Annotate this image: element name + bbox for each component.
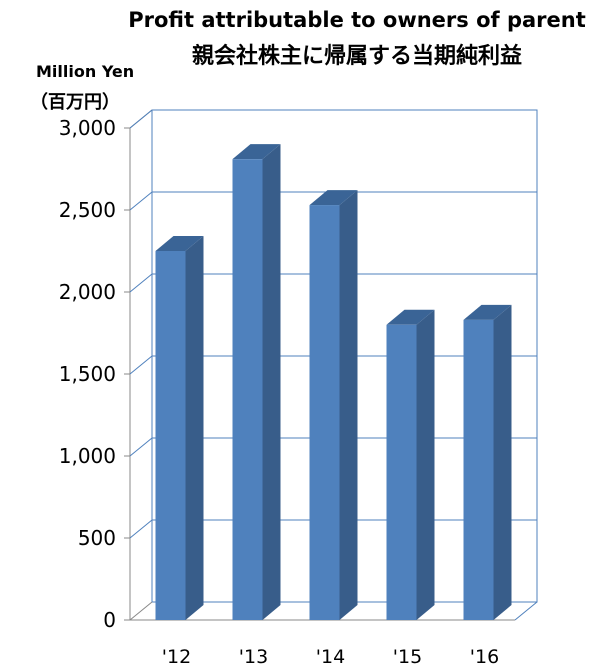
- bar: [232, 159, 263, 620]
- chart-subtitle: 親会社株主に帰属する当期純利益: [191, 44, 522, 69]
- y-tick-label: 2,000: [59, 280, 116, 304]
- bar-side: [185, 236, 204, 620]
- bar: [309, 205, 340, 620]
- bar: [386, 324, 417, 620]
- y-tick-label: 3,000: [59, 116, 116, 140]
- y-tick-label: 500: [78, 526, 116, 550]
- gridline-side: [129, 191, 153, 211]
- bar-top: [463, 304, 512, 320]
- y-tick-label: 0: [103, 608, 116, 632]
- gridline-side: [129, 355, 153, 375]
- bar-side: [416, 309, 435, 620]
- x-tick-label: '15: [393, 646, 422, 665]
- y-axis-label-secondary: （百万円）: [30, 92, 120, 113]
- x-tick-label: '16: [470, 646, 499, 665]
- chart-title: Profit attributable to owners of parent: [128, 8, 586, 32]
- y-tick-label: 1,500: [59, 362, 116, 386]
- x-tick-label: '12: [162, 646, 191, 665]
- bar-top: [232, 144, 281, 160]
- gridline-side: [129, 109, 153, 129]
- bar-top: [386, 309, 435, 325]
- bar-side: [493, 304, 512, 620]
- bar-top: [309, 190, 358, 206]
- y-axis-label: Million Yen: [36, 62, 135, 81]
- gridline-side: [129, 437, 153, 457]
- y-tick-label: 2,500: [59, 198, 116, 222]
- bar: [463, 319, 494, 620]
- bar-side: [262, 144, 281, 620]
- y-tick-label: 1,000: [59, 444, 116, 468]
- gridline-side: [129, 519, 153, 539]
- x-tick-label: '13: [239, 646, 268, 665]
- gridline-side: [129, 273, 153, 293]
- x-tick-label: '14: [316, 646, 345, 665]
- bar-top: [155, 236, 204, 251]
- bar: [155, 251, 186, 620]
- bar-side: [339, 190, 358, 620]
- floor-right-edge: [514, 601, 538, 621]
- floor-left-edge: [129, 601, 153, 621]
